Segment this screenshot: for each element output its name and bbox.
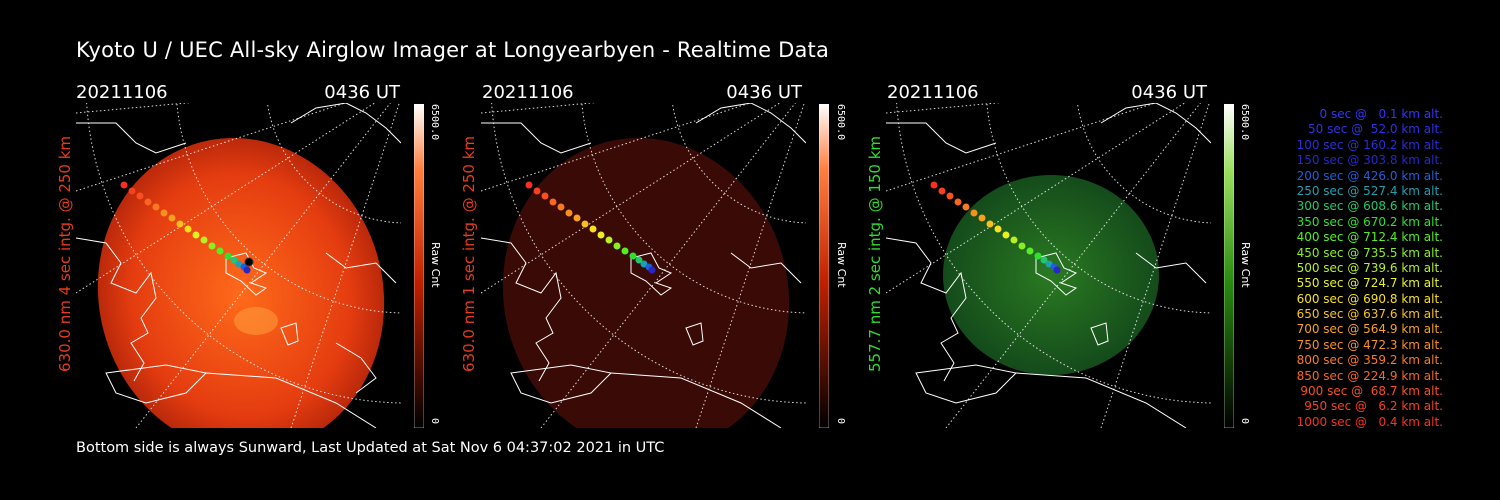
legend-row: 100 sec @ 160.2 km alt. [1296, 137, 1443, 152]
legend-row: 300 sec @ 608.6 km alt. [1296, 199, 1443, 214]
trajectory-track [930, 181, 1061, 274]
legend-row: 1000 sec @ 0.4 km alt. [1296, 414, 1443, 429]
legend-row: 50 sec @ 52.0 km alt. [1308, 122, 1443, 137]
legend-row: 0 sec @ 0.1 km alt. [1319, 107, 1444, 121]
panel-2-colorbar-label: Raw Cnt [835, 242, 848, 288]
legend-row: 600 sec @ 690.8 km alt. [1296, 291, 1443, 306]
panel-3-colorbar-max: 6500.0 [1239, 104, 1250, 141]
legend-row: 750 sec @ 472.3 km alt. [1296, 337, 1443, 352]
page-title: Kyoto U / UEC All-sky Airglow Imager at … [76, 38, 830, 62]
panel-3-date: 20211106 [887, 82, 979, 103]
trajectory-legend: 0 sec @ 0.1 km alt. 50 sec @ 52.0 km alt.… [1255, 107, 1443, 430]
panel-1-ylabel: 630.0 nm 4 sec intg. @ 250 km [56, 135, 74, 372]
panel-3-time: 0436 UT [1131, 82, 1207, 103]
panel-2-ylabel: 630.0 nm 1 sec intg. @ 250 km [460, 135, 478, 372]
legend-row: 400 sec @ 712.4 km alt. [1296, 230, 1443, 245]
trajectory-track [525, 181, 656, 274]
panel-3-ylabel: 557.7 nm 2 sec intg. @ 150 km [866, 135, 884, 372]
legend-row: 450 sec @ 735.5 km alt. [1296, 245, 1443, 260]
panel-3-allsky-map [886, 103, 1211, 428]
legend-row: 250 sec @ 527.4 km alt. [1296, 183, 1443, 198]
panel-3-colorbar-min: 0 [1239, 418, 1250, 425]
panel-2-allsky-map [481, 103, 806, 428]
panel-1-date: 20211106 [76, 82, 168, 103]
panel-1-colorbar-max: 6500.0 [429, 104, 440, 141]
panel-1-time: 0436 UT [324, 82, 400, 103]
panel-3-colorbar-label: Raw Cnt [1239, 242, 1252, 288]
legend-row: 700 sec @ 564.9 km alt. [1296, 322, 1443, 337]
panel-1-allsky-map [76, 103, 401, 428]
panel-1-colorbar-label: Raw Cnt [429, 242, 442, 288]
footer-note: Bottom side is always Sunward, Last Upda… [76, 440, 665, 456]
legend-row: 500 sec @ 739.6 km alt. [1296, 260, 1443, 275]
panel-2-date: 20211106 [482, 82, 574, 103]
panel-2-colorbar [819, 104, 829, 428]
trajectory-track [120, 181, 254, 274]
legend-row: 150 sec @ 303.8 km alt. [1296, 153, 1443, 168]
legend-row: 650 sec @ 637.6 km alt. [1296, 307, 1443, 322]
panel-2-colorbar-min: 0 [835, 418, 846, 425]
panel-1-colorbar-min: 0 [429, 418, 440, 425]
legend-row: 850 sec @ 224.9 km alt. [1296, 368, 1443, 383]
legend-row: 950 sec @ 6.2 km alt. [1304, 399, 1443, 414]
legend-row: 200 sec @ 426.0 km alt. [1296, 168, 1443, 183]
panel-3-colorbar [1224, 104, 1234, 428]
legend-row: 550 sec @ 724.7 km alt. [1296, 276, 1443, 291]
legend-row: 350 sec @ 670.2 km alt. [1296, 214, 1443, 229]
legend-row: 800 sec @ 359.2 km alt. [1296, 353, 1443, 368]
panel-2-colorbar-max: 6500.0 [835, 104, 846, 141]
panel-1-colorbar [414, 104, 424, 428]
panel-2-time: 0436 UT [726, 82, 802, 103]
legend-row: 900 sec @ 68.7 km alt. [1300, 384, 1443, 399]
